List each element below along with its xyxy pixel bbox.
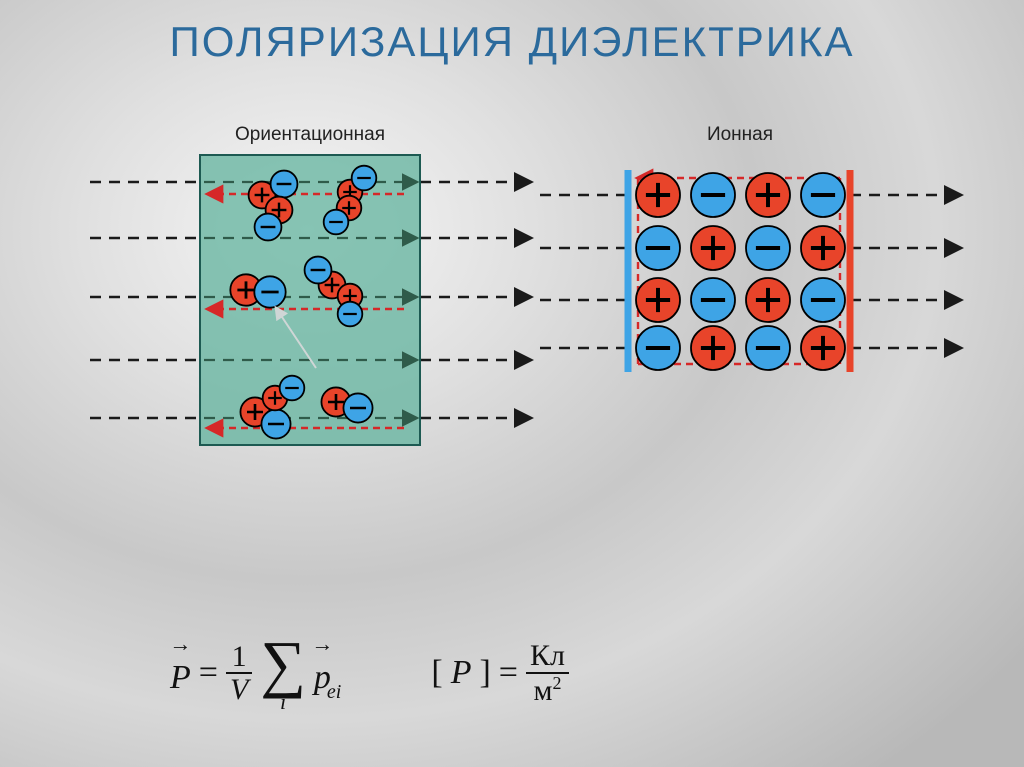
ionic-grid [636, 173, 845, 370]
formula-polarization-vector: P = 1 V ∑ i pei [170, 635, 341, 712]
formula-row: P = 1 V ∑ i pei [P] = Кл м2 [170, 635, 569, 712]
fraction-1-over-V: 1 V [226, 641, 252, 706]
symbol-p-ei: pei [314, 649, 341, 697]
equals-sign: = [199, 654, 218, 692]
fraction-Kl-over-m2: Кл м2 [526, 640, 569, 706]
sigma-sum: ∑ i [260, 635, 306, 712]
formula-units: [P] = Кл м2 [431, 640, 569, 706]
symbol-P-vec: P [170, 649, 191, 697]
field-lines-right [540, 195, 960, 348]
